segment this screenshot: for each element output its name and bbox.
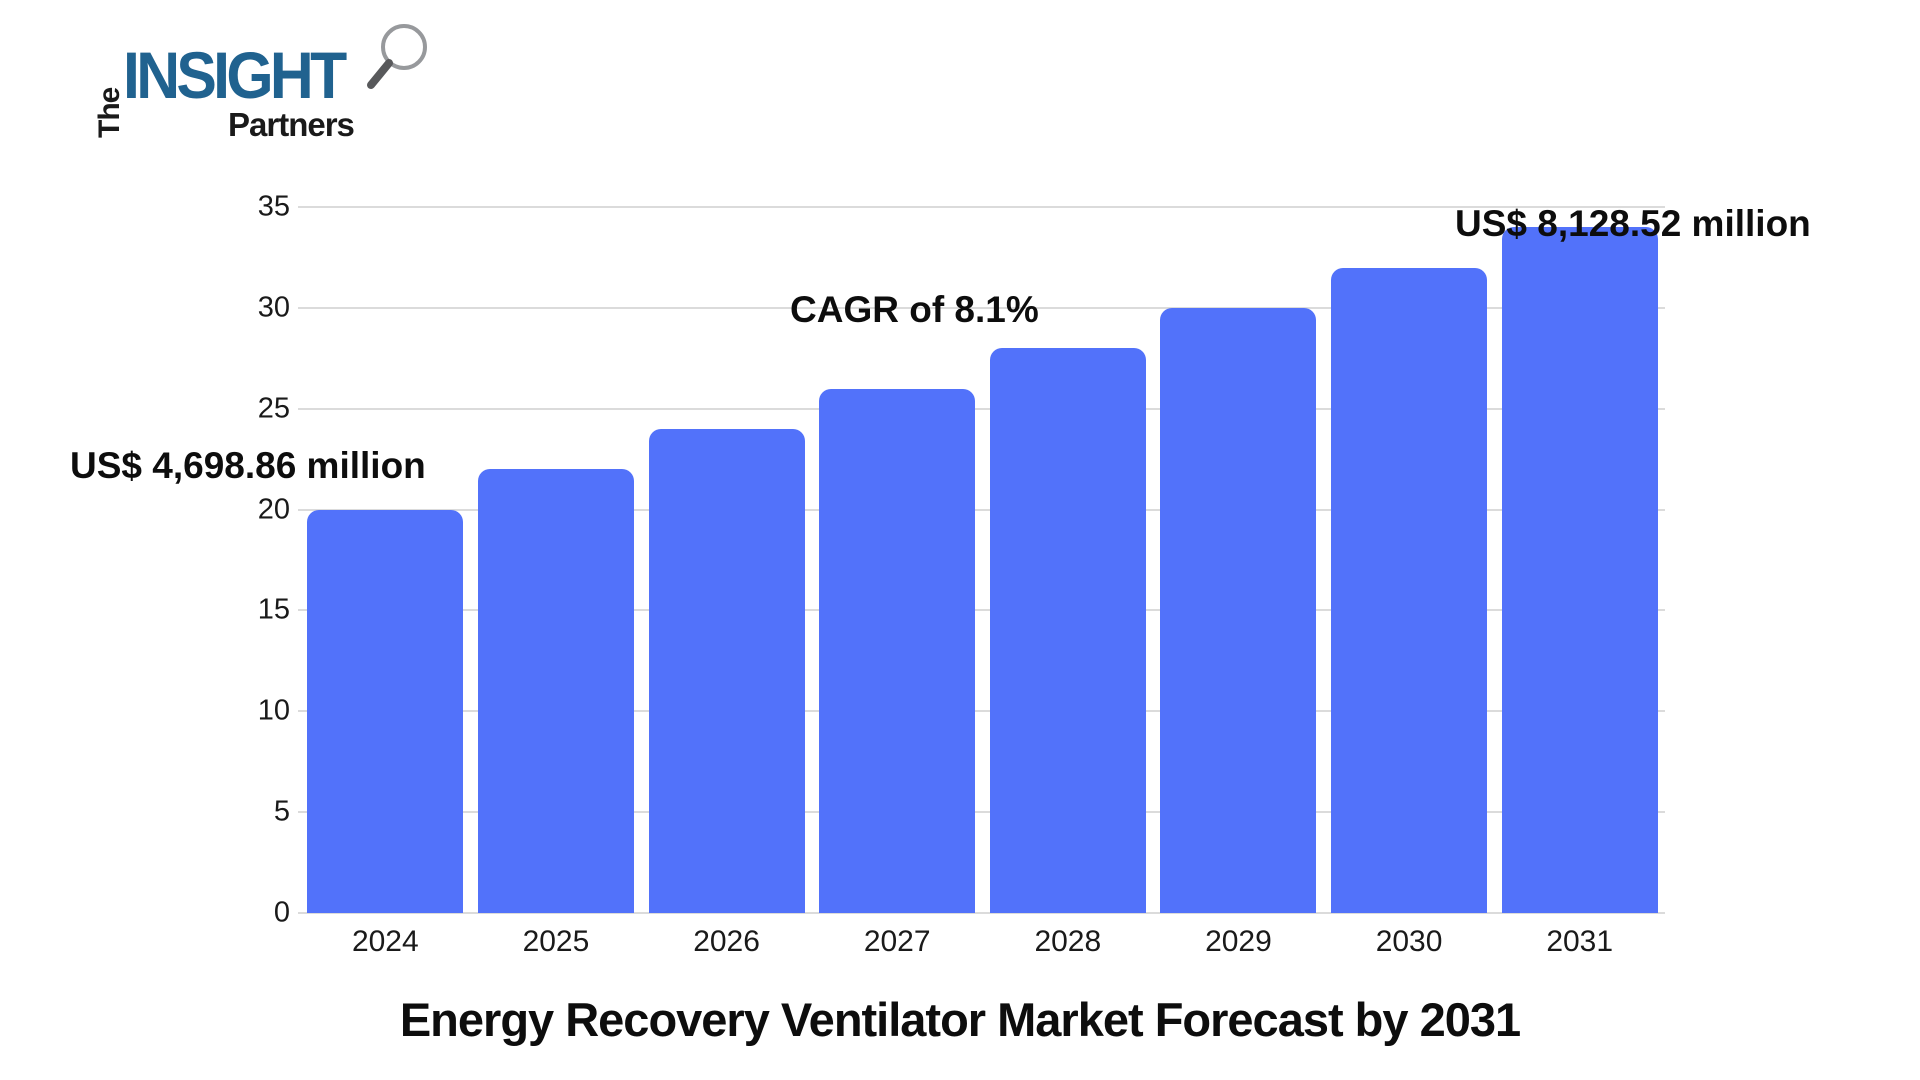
insight-partners-logo: The INSIGHT Partners <box>93 18 455 148</box>
y-axis-tick-20: 20 <box>257 493 290 526</box>
x-axis-label-2028: 2028 <box>1034 925 1102 958</box>
bar-2029 <box>1160 307 1317 913</box>
x-axis-label-2025: 2025 <box>522 925 590 958</box>
y-axis-tick-25: 25 <box>257 392 290 425</box>
x-axis-label-2024: 2024 <box>351 925 419 958</box>
bar-2028 <box>989 348 1146 913</box>
x-axis-label-2027: 2027 <box>863 925 931 958</box>
bar-2031 <box>1501 227 1658 913</box>
logo-word-partners: Partners <box>228 106 355 143</box>
chart-title: Energy Recovery Ventilator Market Foreca… <box>399 993 1521 1046</box>
x-axis-label-2029: 2029 <box>1205 925 1272 958</box>
y-axis-tick-30: 30 <box>257 291 290 324</box>
y-axis-tick-10: 10 <box>257 694 290 727</box>
gridline-y-10 <box>298 710 1665 713</box>
x-axis-label-2030: 2030 <box>1375 925 1443 958</box>
annotation-cagr: CAGR of 8.1% <box>790 289 1039 330</box>
gridline-y-35 <box>298 206 1665 208</box>
gridline-y-15 <box>298 609 1665 612</box>
bar-2026 <box>648 428 805 913</box>
x-axis-label-2031: 2031 <box>1546 925 1614 958</box>
magnifying-glass-icon <box>367 24 427 89</box>
logo-word-the: The <box>93 87 126 138</box>
gridline-y-25 <box>298 407 1665 410</box>
gridline-y-30 <box>298 306 1665 309</box>
bar-2025 <box>477 469 634 913</box>
y-axis-tick-15: 15 <box>257 593 290 626</box>
x-axis-label-2026: 2026 <box>693 925 760 958</box>
bar-2030 <box>1331 267 1488 913</box>
gridline-y-20 <box>298 508 1665 511</box>
gridline-y-5 <box>298 811 1665 814</box>
y-axis-tick-35: 35 <box>257 190 290 223</box>
gridline-y-0 <box>298 912 1665 914</box>
bar-2027 <box>819 388 976 913</box>
y-axis-tick-0: 0 <box>273 896 290 929</box>
bar-2024 <box>307 509 464 913</box>
annotation-2031-value: US$ 8,128.52 million <box>1455 203 1811 244</box>
y-axis-tick-5: 5 <box>273 795 290 828</box>
annotation-2024-value: US$ 4,698.86 million <box>70 445 426 486</box>
logo-word-insight: INSIGHT <box>123 38 347 112</box>
